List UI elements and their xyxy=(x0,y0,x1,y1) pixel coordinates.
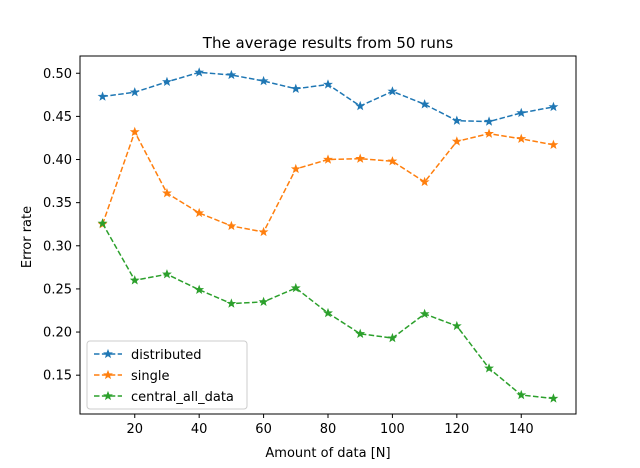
data-point-central_all_data xyxy=(162,269,172,279)
data-point-central_all_data xyxy=(484,363,494,373)
data-point-central_all_data xyxy=(97,218,108,228)
legend-label-distributed: distributed xyxy=(131,348,202,363)
data-point-distributed xyxy=(355,100,366,111)
x-tick-label: 100 xyxy=(380,422,405,437)
data-point-distributed xyxy=(548,101,559,112)
legend-marker-central_all_data xyxy=(103,390,113,401)
data-point-central_all_data xyxy=(355,328,366,338)
data-point-single xyxy=(387,156,398,166)
data-point-single xyxy=(162,187,172,198)
y-tick-label: 0.25 xyxy=(43,282,72,297)
x-tick-label: 60 xyxy=(255,422,272,437)
data-point-distributed xyxy=(129,87,140,97)
data-point-distributed xyxy=(97,91,108,101)
data-point-distributed xyxy=(323,79,333,89)
y-axis-ticks: 0.15 0.20 0.25 0.30 0.35 0.40 0.45 0.50 xyxy=(43,67,80,384)
x-tick-label: 120 xyxy=(444,422,469,437)
data-point-distributed xyxy=(290,83,301,93)
data-point-single xyxy=(323,154,333,164)
data-point-single xyxy=(258,226,269,237)
plot-series xyxy=(97,67,559,403)
legend-label-central_all_data: central_all_data xyxy=(131,390,234,405)
legend: distributed single central_all_data xyxy=(86,340,248,410)
data-point-central_all_data xyxy=(387,332,398,343)
data-point-single xyxy=(484,128,494,138)
x-tick-label: 20 xyxy=(126,422,143,437)
x-axis-ticks: 20 40 60 80 100 120 140 xyxy=(126,414,534,437)
series-line-single xyxy=(101,130,554,233)
x-tick-label: 40 xyxy=(191,422,208,437)
y-tick-label: 0.15 xyxy=(43,369,72,384)
data-point-distributed xyxy=(226,69,237,80)
data-point-central_all_data xyxy=(290,282,301,293)
data-point-single xyxy=(548,139,559,150)
data-point-central_all_data xyxy=(548,393,559,403)
data-point-central_all_data xyxy=(451,320,462,331)
data-point-distributed xyxy=(162,76,172,87)
data-point-central_all_data xyxy=(194,284,205,294)
legend-label-single: single xyxy=(131,369,170,384)
y-tick-label: 0.40 xyxy=(43,153,72,168)
data-point-distributed xyxy=(516,107,527,118)
data-point-distributed xyxy=(194,67,205,77)
data-point-central_all_data xyxy=(419,308,430,319)
data-point-distributed xyxy=(484,116,494,126)
legend-marker-single xyxy=(103,369,113,380)
legend-box xyxy=(86,340,248,410)
data-point-central_all_data xyxy=(323,307,333,318)
x-axis-label: Amount of data [N] xyxy=(265,446,390,461)
y-tick-label: 0.45 xyxy=(43,110,72,125)
y-axis-label: Error rate xyxy=(20,206,35,268)
y-tick-label: 0.35 xyxy=(43,196,72,211)
data-point-single xyxy=(290,163,301,174)
data-point-distributed xyxy=(258,75,269,86)
data-point-central_all_data xyxy=(516,389,527,400)
y-tick-label: 0.50 xyxy=(43,67,72,82)
legend-marker-distributed xyxy=(103,348,113,359)
data-point-central_all_data xyxy=(226,298,237,308)
data-point-single xyxy=(194,207,205,218)
y-tick-label: 0.20 xyxy=(43,326,72,341)
data-point-central_all_data xyxy=(258,296,269,307)
data-point-distributed xyxy=(387,86,398,96)
y-tick-label: 0.30 xyxy=(43,239,72,254)
x-tick-label: 140 xyxy=(509,422,534,437)
data-point-single xyxy=(419,176,430,187)
data-point-single xyxy=(355,153,366,163)
data-point-single xyxy=(129,126,140,137)
data-point-single xyxy=(516,133,527,143)
data-point-central_all_data xyxy=(129,275,140,285)
data-point-distributed xyxy=(451,115,462,125)
data-point-single xyxy=(451,136,462,146)
x-tick-label: 80 xyxy=(320,422,337,437)
data-point-distributed xyxy=(419,99,430,109)
chart-title: The average results from 50 runs xyxy=(202,34,454,52)
data-point-single xyxy=(226,220,237,231)
